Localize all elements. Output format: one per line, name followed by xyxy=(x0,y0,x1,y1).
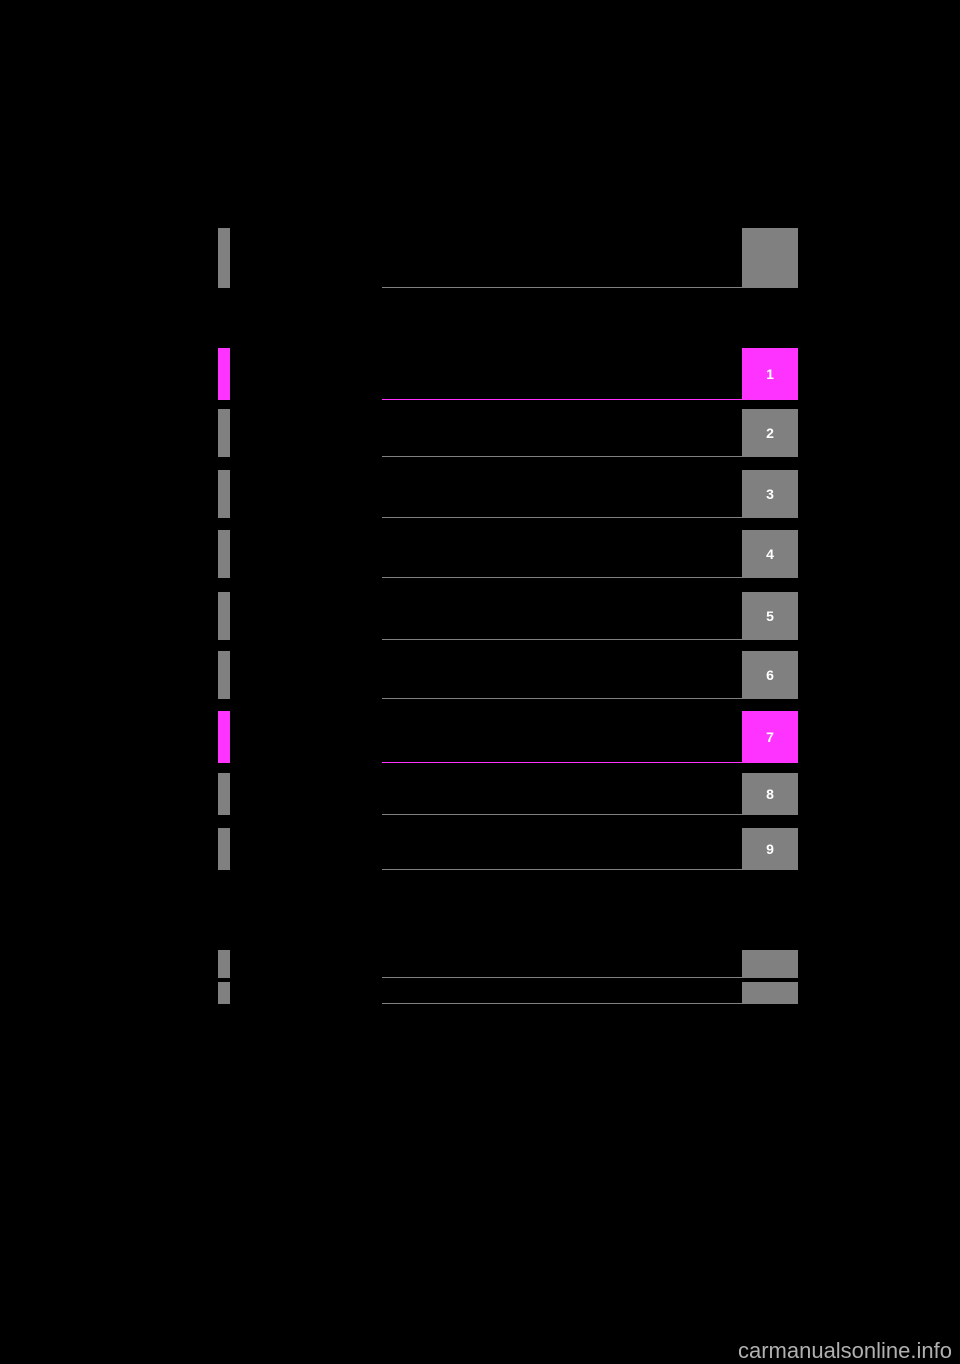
row-left-marker xyxy=(218,828,230,870)
row-right-tab[interactable]: 5 xyxy=(742,592,798,640)
row-left-marker xyxy=(218,530,230,578)
row-left-marker xyxy=(218,470,230,518)
row-left-marker xyxy=(218,982,230,1004)
tab-label: 4 xyxy=(766,546,774,562)
tab-label: 5 xyxy=(766,608,774,624)
tab-label: 9 xyxy=(766,841,774,857)
row-content-line xyxy=(382,773,742,815)
toc-footer-row-2 xyxy=(218,982,798,1004)
row-content-line xyxy=(382,228,742,288)
toc-section-row-9[interactable]: 9 xyxy=(218,828,798,870)
row-right-tab xyxy=(742,228,798,288)
row-right-tab[interactable]: 4 xyxy=(742,530,798,578)
toc-header-row xyxy=(218,228,798,288)
toc-section-row-7[interactable]: 7 xyxy=(218,711,798,763)
tab-label: 8 xyxy=(766,786,774,802)
row-right-tab[interactable]: 8 xyxy=(742,773,798,815)
row-content-line xyxy=(382,982,742,1004)
row-content-line xyxy=(382,470,742,518)
row-left-marker xyxy=(218,773,230,815)
tab-label: 2 xyxy=(766,425,774,441)
tab-label: 1 xyxy=(766,366,774,382)
toc-section-row-1[interactable]: 1 xyxy=(218,348,798,400)
tab-label: 6 xyxy=(766,667,774,683)
row-content-line xyxy=(382,592,742,640)
row-content-line xyxy=(382,409,742,457)
row-right-tab xyxy=(742,950,798,978)
row-content-line xyxy=(382,651,742,699)
row-right-tab xyxy=(742,982,798,1004)
row-content-line xyxy=(382,828,742,870)
row-left-marker xyxy=(218,651,230,699)
row-right-tab[interactable]: 3 xyxy=(742,470,798,518)
row-left-marker xyxy=(218,348,230,400)
row-left-marker xyxy=(218,592,230,640)
tab-label: 3 xyxy=(766,486,774,502)
row-content-line xyxy=(382,950,742,978)
page-container: 123456789 carmanualsonline.info xyxy=(0,0,960,1358)
toc-footer-row-1 xyxy=(218,950,798,978)
toc-section-row-2[interactable]: 2 xyxy=(218,409,798,457)
row-right-tab[interactable]: 2 xyxy=(742,409,798,457)
watermark-text: carmanualsonline.info xyxy=(738,1338,952,1364)
row-content-line xyxy=(382,348,742,400)
toc-section-row-4[interactable]: 4 xyxy=(218,530,798,578)
toc-section-row-6[interactable]: 6 xyxy=(218,651,798,699)
row-left-marker xyxy=(218,711,230,763)
row-right-tab[interactable]: 9 xyxy=(742,828,798,870)
row-content-line xyxy=(382,530,742,578)
row-right-tab[interactable]: 1 xyxy=(742,348,798,400)
toc-section-row-8[interactable]: 8 xyxy=(218,773,798,815)
row-left-marker xyxy=(218,409,230,457)
toc-section-row-3[interactable]: 3 xyxy=(218,470,798,518)
row-left-marker xyxy=(218,228,230,288)
row-left-marker xyxy=(218,950,230,978)
row-right-tab[interactable]: 6 xyxy=(742,651,798,699)
toc-section-row-5[interactable]: 5 xyxy=(218,592,798,640)
tab-label: 7 xyxy=(766,729,774,745)
row-content-line xyxy=(382,711,742,763)
row-right-tab[interactable]: 7 xyxy=(742,711,798,763)
